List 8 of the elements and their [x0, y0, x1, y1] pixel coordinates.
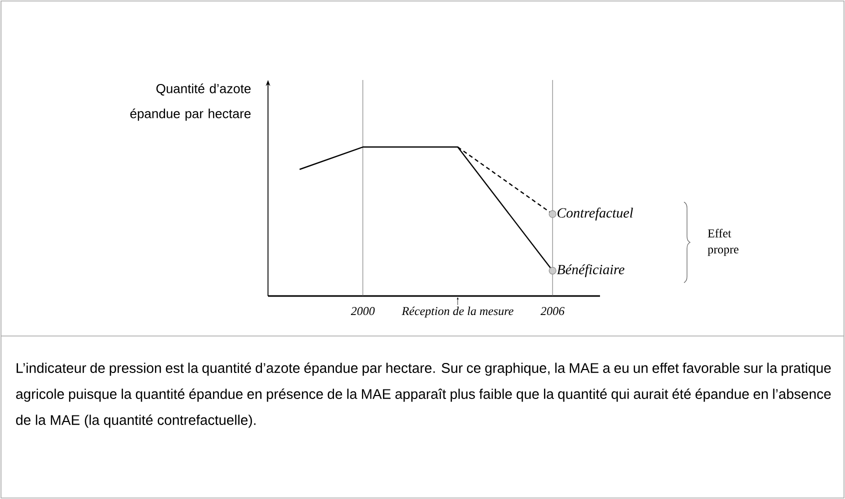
series-label: Contrefactuel: [558, 208, 633, 220]
series-label: Bénéficiaire: [556, 264, 624, 278]
x-tick-label: Réception de la mesure: [402, 306, 514, 318]
x-tick-label: 2006: [540, 307, 565, 316]
text: L’indicateur de pression est la quantité d’azote épandue par hectare. Sur ce graphique, la MAE a eu un effet favorable sur la pratique agricole puisque la quantité épandue en présence de la MAE apparaît plus faible que la quantité qui aurait été épandue en l’absence de la MAE (la quantité contrefactuelle).: [16, 362, 831, 428]
x-tick-label: 2000: [350, 307, 375, 316]
y-axis-title: Quantité d’azote épandue par hectare: [130, 84, 251, 121]
text: Effet propre: [708, 228, 738, 256]
